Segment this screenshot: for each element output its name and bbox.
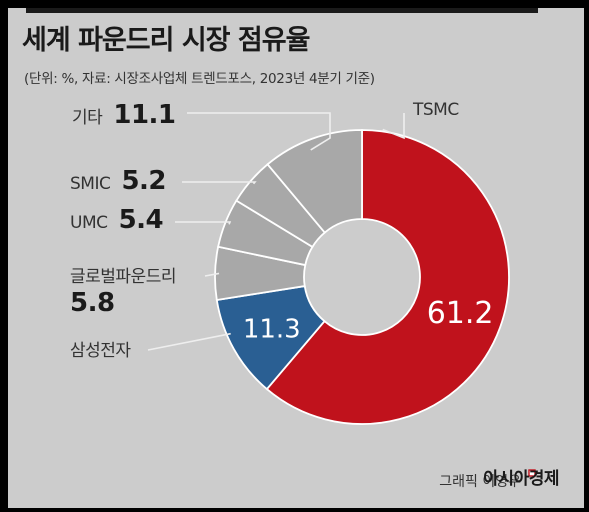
label-others-name: 기타 [72,108,103,128]
chart-title: 세계 파운드리 시장 점유율 [22,25,310,56]
label-globalfoundries-value: 5.8 [70,288,115,318]
inside-label-삼성전자: 11.3 [243,315,301,345]
label-umc: UMC 5.4 [70,205,164,235]
label-tsmc-name: TSMC [413,100,459,120]
inside-label-TSMC: 61.2 [427,296,494,331]
label-umc-name: UMC [70,213,108,233]
title-rule [26,8,538,13]
credit-brand: 아시아경제 [483,469,559,489]
credit-graphic: 그래픽 이영우 [439,474,521,490]
label-others-value: 11.1 [113,100,176,130]
slice-기타 [266,129,363,234]
leader-samsung [147,332,231,351]
label-globalfoundries: 글로벌파운드리 5.8 [70,262,176,318]
slice-TSMC [265,129,510,425]
label-tsmc: TSMC [413,100,459,120]
label-samsung-name: 삼성전자 [70,341,131,361]
leader-others [187,112,331,151]
label-umc-value: 5.4 [118,205,164,235]
label-others: 기타 11.1 [72,100,176,130]
label-globalfoundries-name: 글로벌파운드리 [70,267,176,287]
leader-smic [182,181,257,185]
chart-subtitle: (단위: %, 자료: 시장조사업체 트렌드포스, 2023년 4분기 기준) [24,71,375,87]
leader-umc [175,221,232,225]
label-samsung: 삼성전자 [70,336,131,361]
leader-globalfoundries [204,272,220,277]
leader-tsmc [382,113,405,140]
label-smic-name: SMIC [70,174,111,194]
brand-mark-icon [528,469,536,477]
label-smic: SMIC 5.2 [70,166,166,196]
label-smic-value: 5.2 [121,166,166,196]
